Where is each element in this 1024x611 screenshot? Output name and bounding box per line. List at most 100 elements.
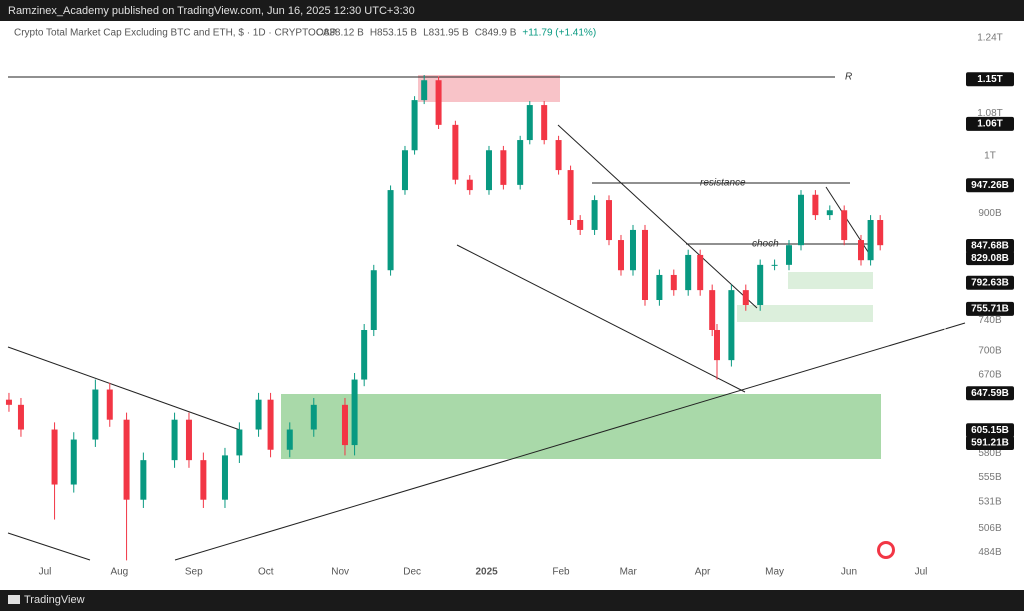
candle-body (5, 399, 12, 405)
y-tick-label: 1.08T (977, 108, 1003, 119)
x-tick-label: Nov (331, 567, 349, 578)
candle-body (51, 429, 58, 485)
candle-body (697, 254, 704, 291)
candle-body (656, 274, 663, 301)
price-label-box (966, 178, 1014, 193)
price-label: 605.15B (971, 425, 1009, 436)
candle-body (221, 455, 228, 500)
y-tick-label: 900B (978, 208, 1002, 219)
candle-body (812, 194, 819, 216)
price-label-box (966, 72, 1014, 87)
candle-body (267, 399, 274, 450)
demand-zone (788, 272, 873, 289)
candle-body (92, 389, 99, 440)
ohlc-value: H853.15 B (370, 28, 418, 39)
x-tick-label: Jul (39, 567, 52, 578)
candle-body (541, 105, 548, 141)
candle-body (709, 290, 716, 330)
candle-body (605, 200, 612, 241)
x-tick-label: Mar (620, 567, 638, 578)
candle-body (341, 404, 348, 446)
candle-body (185, 419, 192, 461)
y-tick-label: 740B (978, 315, 1002, 326)
candle-body (236, 429, 243, 456)
price-label: 591.21B (971, 438, 1009, 449)
symbol: Crypto Total Market Cap Excluding BTC an… (14, 28, 337, 39)
y-tick-label: 700B (978, 345, 1002, 356)
candle-body (517, 140, 524, 185)
y-tick-label: 506B (978, 523, 1002, 534)
candle-body (567, 170, 574, 221)
y-tick-label: 555B (978, 472, 1002, 483)
annotation: choch (752, 239, 779, 250)
header-bar (0, 0, 1024, 21)
candle-body (106, 389, 113, 420)
candle-body (435, 80, 442, 125)
candle-body (401, 150, 408, 191)
candle-body (361, 329, 368, 380)
ohlc-value: O838.12 B (316, 28, 364, 39)
ohlc-value: L831.95 B (423, 28, 469, 39)
candle-body (629, 229, 636, 271)
candle-body (857, 240, 864, 261)
candle-body (466, 179, 473, 191)
x-tick-label: May (765, 567, 784, 578)
footer-bar (0, 590, 1024, 611)
candle-body (411, 100, 418, 151)
candle-body (841, 210, 848, 241)
annotation: resistance (700, 178, 746, 189)
price-label-box (966, 239, 1014, 254)
candle-body (867, 220, 874, 261)
x-tick-label: Aug (110, 567, 128, 578)
trend-line (7, 532, 91, 561)
candle-body (140, 460, 147, 500)
candle-body (123, 419, 130, 500)
candle-body (797, 194, 804, 246)
candle-body (485, 150, 492, 191)
candle-body (670, 274, 677, 291)
ohlc-value: +11.79 (+1.41%) (522, 28, 596, 39)
ohlc-value: C849.9 B (475, 28, 517, 39)
candle-body (591, 200, 598, 230)
candle-body (17, 404, 24, 430)
candle-body (421, 80, 428, 101)
candle-body (387, 190, 394, 271)
x-tick-label: 2025 (475, 567, 498, 578)
price-label: 755.71B (971, 303, 1009, 314)
candle-body (577, 220, 584, 230)
price-label-box (966, 436, 1014, 451)
candle-body (500, 150, 507, 185)
candle-body (785, 245, 792, 265)
candle-body (713, 329, 720, 361)
y-tick-label: 670B (978, 369, 1002, 380)
price-label-box (966, 116, 1014, 131)
price-label: 1.15T (977, 74, 1003, 85)
candle-body (370, 270, 377, 330)
candle-body (351, 379, 358, 446)
supply-zone (418, 75, 560, 102)
candle-body (200, 460, 207, 500)
trend-line (174, 322, 966, 561)
candle-body (742, 290, 749, 306)
x-tick-label: Sep (185, 567, 203, 578)
trend-line (7, 346, 241, 431)
x-tick-label: Feb (552, 567, 570, 578)
candle-body (310, 404, 317, 430)
candle-body (826, 210, 833, 216)
trend-line (557, 124, 758, 309)
candle-body (286, 429, 293, 450)
price-label-box (966, 301, 1014, 316)
price-label-box (966, 386, 1014, 401)
y-tick-label: 531B (978, 496, 1002, 507)
y-tick-label: 484B (978, 547, 1002, 558)
candle-body (452, 124, 459, 180)
candle-body (877, 220, 884, 246)
price-label-box (966, 275, 1014, 290)
price-label: 792.63B (971, 277, 1009, 288)
price-label: 847.68B (971, 241, 1009, 252)
price-label: 647.59B (971, 388, 1009, 399)
ohlc-legend: O838.12 B H853.15 B L831.95 B C849.9 B +11.7… (316, 28, 596, 39)
price-label: 829.08B (971, 253, 1009, 264)
